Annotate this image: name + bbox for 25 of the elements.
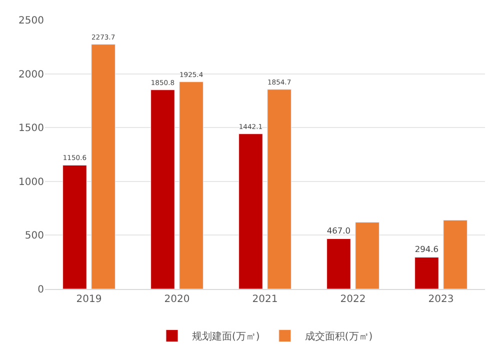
data-label: 467.0 (326, 225, 351, 236)
bar (91, 44, 116, 289)
y-tick-label: 2000 (18, 69, 44, 80)
x-tick-label: 2021 (252, 294, 278, 305)
bar (179, 82, 204, 289)
y-tick-label: 1000 (18, 176, 44, 188)
bar (443, 220, 468, 289)
x-tick-label: 2019 (76, 294, 102, 305)
y-tick-label: 500 (24, 230, 44, 242)
x-tick-label: 2022 (340, 294, 366, 305)
data-label: 294.6 (414, 244, 439, 254)
bar (326, 238, 351, 289)
bar (150, 90, 175, 289)
x-tick-label: 2020 (164, 294, 190, 305)
bar (267, 89, 292, 289)
bar (355, 222, 380, 289)
x-tick-label: 2023 (428, 294, 454, 305)
bar (414, 257, 439, 289)
legend-label: 规划建面(万㎡) (192, 330, 260, 343)
y-tick-label: 1500 (18, 123, 44, 134)
y-tick-label: 0 (38, 284, 44, 296)
legend-label: 成交面积(万㎡) (304, 330, 373, 343)
bar (238, 134, 263, 289)
y-tick-label: 2500 (18, 16, 44, 26)
bar (62, 164, 87, 289)
